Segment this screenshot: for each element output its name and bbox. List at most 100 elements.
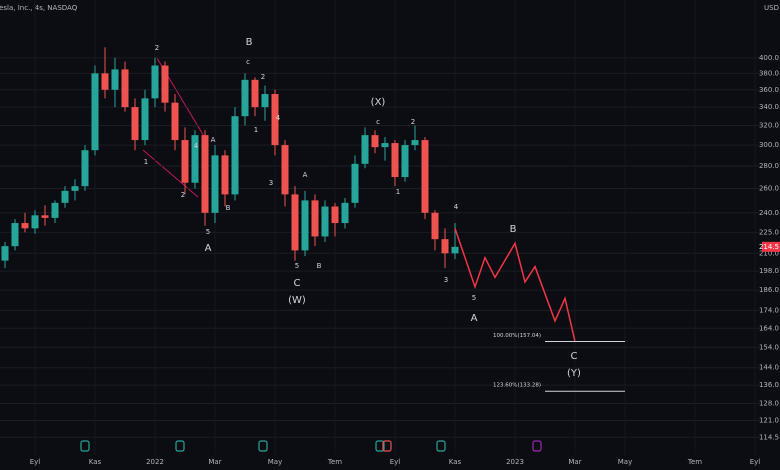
y-tick-label: 300.0 <box>759 141 779 149</box>
candle-body <box>181 140 189 183</box>
candle-body <box>21 223 29 229</box>
event-badge <box>258 440 268 452</box>
wave-label: B <box>317 262 322 270</box>
wave-label: 1 <box>254 126 258 134</box>
x-tick-label: Tem <box>687 458 702 466</box>
event-badge <box>80 440 90 452</box>
candle-body <box>31 215 39 229</box>
x-tick-label: 2022 <box>146 458 164 466</box>
wave-label: B <box>510 224 517 235</box>
y-tick-label: 174.0 <box>759 306 779 314</box>
candle-body <box>371 135 379 148</box>
wave-label: 5 <box>472 294 476 302</box>
y-tick-label: 198.0 <box>759 267 779 275</box>
y-tick-label: 164.0 <box>759 324 779 332</box>
candle-body <box>281 145 289 195</box>
candle-body <box>81 150 89 187</box>
candle-body <box>71 186 79 191</box>
candle-body <box>311 200 319 237</box>
y-tick-label: 154.0 <box>759 343 779 351</box>
candle-body <box>401 145 409 178</box>
candle-body <box>261 94 269 108</box>
wave-label: B <box>246 37 253 48</box>
candle-body <box>381 143 389 148</box>
y-tick-label: 360.0 <box>759 86 779 94</box>
projection-line <box>454 228 576 342</box>
wave-label: 2 <box>155 44 159 52</box>
candle-body <box>51 202 59 218</box>
candle-body <box>61 190 69 203</box>
wave-label: (X) <box>371 97 386 108</box>
candle-body <box>361 135 369 164</box>
candle-body <box>91 73 99 151</box>
fib-label: 100.00%(157.04) <box>493 333 541 339</box>
y-tick-label: 186.0 <box>759 286 779 294</box>
candle-body <box>151 65 159 99</box>
wave-label: 1 <box>144 158 148 166</box>
y-tick-label: 320.0 <box>759 122 779 130</box>
candle-body <box>291 194 299 251</box>
fib-label: 123.60%(133.28) <box>493 383 541 389</box>
event-badge <box>175 440 185 452</box>
x-tick-label: 2023 <box>506 458 524 466</box>
wave-label: c <box>376 118 380 126</box>
candle-body <box>251 79 259 108</box>
candle-body <box>421 140 429 213</box>
event-badge <box>382 440 392 452</box>
wave-label: 5 <box>206 228 210 236</box>
candle-body <box>241 79 249 117</box>
y-tick-label: 380.0 <box>759 69 779 77</box>
candle-body <box>411 140 419 146</box>
y-tick-label: 400.0 <box>759 54 779 62</box>
x-axis-strip <box>0 455 780 470</box>
x-tick-label: May <box>268 458 282 466</box>
wave-label: 4 <box>194 142 199 150</box>
y-tick-label: 260.0 <box>759 184 779 192</box>
candle-body <box>161 65 169 103</box>
candle-body <box>11 223 19 247</box>
wave-label: C <box>571 351 578 362</box>
x-tick-label: Mar <box>208 458 221 466</box>
x-tick-label: May <box>618 458 632 466</box>
y-tick-label: 114.5 <box>759 433 779 441</box>
wave-label: (Y) <box>567 368 581 379</box>
wedge-line <box>142 149 199 198</box>
last-price-label: 214.5 <box>759 243 779 251</box>
candle-body <box>231 116 239 195</box>
wave-label: 1 <box>396 188 400 196</box>
y-tick-label: 136.0 <box>759 381 779 389</box>
wave-label: c <box>246 58 250 66</box>
wave-label: C <box>294 278 301 289</box>
y-tick-label: 128.0 <box>759 399 779 407</box>
candle-body <box>1 246 9 261</box>
candle-body <box>331 206 339 224</box>
x-tick-label: Eyl <box>30 458 41 466</box>
x-tick-label: Kas <box>89 458 102 466</box>
wave-label: 2 <box>181 191 185 199</box>
candle-body <box>301 200 309 251</box>
y-tick-label: 144.0 <box>759 364 779 372</box>
wave-label: A <box>205 243 212 254</box>
wave-label: 2 <box>261 73 265 81</box>
wave-label: B <box>226 204 231 212</box>
candle-body <box>171 102 179 141</box>
y-tick-label: 210.0 <box>759 249 779 257</box>
candle-body <box>451 246 459 254</box>
candle-body <box>101 73 109 90</box>
wave-label: 5 <box>295 262 299 270</box>
x-tick-label: Kas <box>449 458 462 466</box>
candle-body <box>351 163 359 203</box>
chart-title: Tesla, Inc., 4s, NASDAQ <box>0 4 78 12</box>
wave-label: 3 <box>269 179 273 187</box>
wave-label: 4 <box>276 114 281 122</box>
candle-body <box>221 155 229 195</box>
y-tick-label: 225.0 <box>759 228 779 236</box>
event-badge <box>375 440 385 452</box>
candle-body <box>131 107 139 141</box>
candle-body <box>191 135 199 183</box>
candle-body <box>391 143 399 178</box>
candle-body <box>441 239 449 254</box>
wave-label: 4 <box>454 203 459 211</box>
